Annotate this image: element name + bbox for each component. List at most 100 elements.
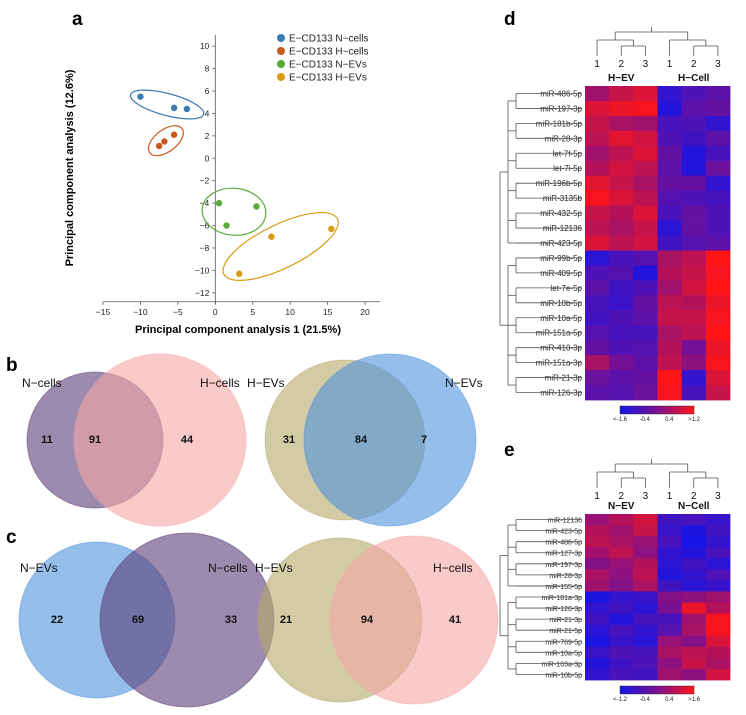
- heatmap-cell: [705, 145, 731, 162]
- pca-legend-marker: [277, 73, 285, 81]
- heatmap-cell: [705, 635, 731, 648]
- heatmap-cell: [705, 250, 731, 266]
- heatmap-row-label: miR-410-3p: [540, 344, 582, 353]
- venn-label-right: N−cells: [208, 561, 248, 575]
- heatmap-cell: [633, 569, 658, 581]
- heatmap-column-label: 2: [618, 59, 624, 70]
- heatmap-cell: [633, 355, 658, 371]
- heatmap-cell: [705, 624, 731, 637]
- heatmap-column-label: 3: [715, 59, 721, 70]
- heatmap-cell: [633, 657, 658, 670]
- heatmap-cell: [681, 657, 707, 670]
- heatmap-cell: [705, 370, 731, 386]
- heatmap-cell: [609, 385, 634, 401]
- heatmap-cell: [657, 547, 683, 559]
- panel-label-c: c: [6, 527, 17, 548]
- heatmap-cell: [705, 190, 731, 207]
- heatmap-cell: [705, 340, 731, 356]
- heatmap-cell: [609, 514, 634, 526]
- heatmap-cell: [609, 325, 634, 341]
- pca-y-tick-label: 10: [200, 41, 210, 51]
- heatmap-cell: [705, 265, 731, 281]
- color-scale-tick: <-1.6: [613, 417, 628, 423]
- heatmap-cell: [609, 569, 634, 581]
- heatmap-cell: [705, 558, 731, 570]
- color-scale-bar: [619, 405, 695, 415]
- heatmap-cell: [705, 547, 731, 559]
- heatmap-cell: [681, 190, 707, 207]
- heatmap-cell: [585, 235, 610, 251]
- heatmap-cell: [705, 86, 731, 102]
- heatmap-cell: [609, 580, 634, 592]
- pca-point: [137, 93, 144, 100]
- heatmap-cell: [609, 115, 634, 132]
- heatmap-cell: [657, 130, 683, 147]
- heatmap-cell: [585, 635, 610, 648]
- pca-x-tick-label: 20: [360, 307, 370, 317]
- heatmap-cell: [705, 525, 731, 537]
- heatmap-cell: [585, 160, 610, 177]
- heatmap-cell: [705, 100, 731, 117]
- heatmap-cell: [585, 310, 610, 326]
- pca-point: [253, 203, 260, 210]
- pca-y-tick-label: −10: [195, 265, 210, 275]
- heatmap-cell: [633, 265, 658, 281]
- heatmap-cell: [657, 580, 683, 592]
- heatmap-cell: [681, 145, 707, 162]
- pca-point: [328, 225, 335, 233]
- venn-label-left: N−cells: [22, 376, 62, 390]
- heatmap-cell: [585, 145, 610, 162]
- heatmap-cell: [657, 235, 683, 251]
- pca-y-tick-label: −12: [195, 288, 210, 298]
- heatmap-cell: [633, 160, 658, 177]
- venn-circle-right: [73, 353, 247, 527]
- heatmap-row-label: miR-151a-3p: [536, 359, 583, 368]
- heatmap-cell: [609, 190, 634, 207]
- pca-legend-marker: [277, 47, 285, 55]
- heatmap-cell: [681, 175, 707, 192]
- heatmap-cell: [681, 591, 707, 603]
- heatmap-cell: [681, 310, 707, 326]
- heatmap-row-label: miR-432-5p: [540, 209, 582, 218]
- heatmap-cell: [609, 613, 634, 626]
- color-scale-tick: -0.4: [639, 697, 650, 703]
- heatmap-cell: [633, 280, 658, 296]
- heatmap-row-label: let-7i-5p: [553, 164, 582, 173]
- heatmap-cell: [633, 115, 658, 132]
- heatmap-row-label: let-7f-5p: [553, 149, 583, 158]
- venn-count-right: 44: [181, 434, 194, 446]
- heatmap-cell: [633, 514, 658, 526]
- heatmap-row-label: miR-28-3p: [549, 573, 582, 580]
- heatmap-cell: [633, 646, 658, 659]
- color-scale-tick: >1.2: [688, 417, 701, 423]
- heatmap-cell: [705, 613, 731, 626]
- venn-count-overlap: 69: [132, 614, 144, 626]
- heatmap-cell: [705, 536, 731, 548]
- heatmap-cell: [705, 325, 731, 341]
- heatmap-cell: [657, 613, 683, 626]
- heatmap-cell: [609, 86, 634, 102]
- heatmap-row-label: miR-127-3p: [545, 551, 582, 558]
- heatmap-cell: [633, 325, 658, 341]
- pca-y-tick-label: −6: [200, 221, 210, 231]
- heatmap-cell: [705, 385, 731, 401]
- heatmap-d: miR-486-5p miR-197-3p miR-181b-5p miR-28-3p…: [499, 27, 731, 423]
- heatmap-cell: [633, 86, 658, 102]
- heatmap-cell: [633, 220, 658, 236]
- heatmap-cell: [705, 646, 731, 659]
- panel-label-d: d: [504, 9, 516, 30]
- heatmap-cell: [633, 602, 658, 614]
- heatmap-row-label: miR-10b-5p: [540, 299, 582, 308]
- heatmap-cell: [585, 370, 610, 386]
- venn-count-overlap: 91: [89, 434, 101, 446]
- heatmap-cell: [657, 624, 683, 637]
- heatmap-cell: [657, 514, 683, 526]
- pca-y-tick-label: −8: [200, 243, 210, 253]
- heatmap-cell: [657, 525, 683, 537]
- heatmap-cell: [609, 205, 634, 221]
- heatmap-cell: [705, 175, 731, 192]
- pca-legend-marker: [277, 34, 285, 42]
- heatmap-cell: [657, 355, 683, 371]
- heatmap-cell: [657, 646, 683, 659]
